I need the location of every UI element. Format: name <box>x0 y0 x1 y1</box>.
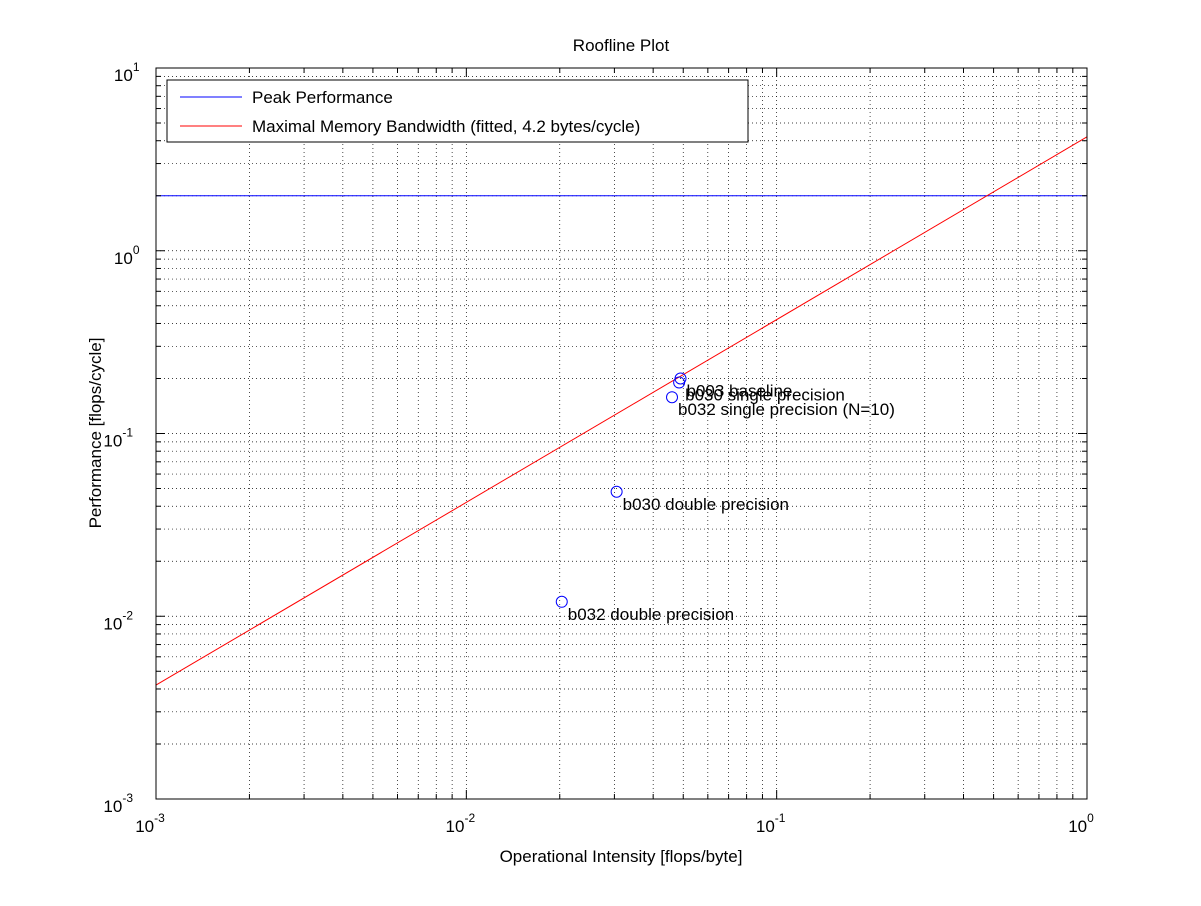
data-point-label: b003 baseline <box>687 381 793 400</box>
legend-label-memory-bandwidth: Maximal Memory Bandwidth (fitted, 4.2 by… <box>252 117 640 136</box>
data-point-label: b032 single precision (N=10) <box>678 400 895 419</box>
y-tick-label: 101 <box>114 60 140 85</box>
y-tick-label: 10-3 <box>103 791 133 816</box>
x-tick-label: 100 <box>1068 811 1094 836</box>
x-tick-label: 10-1 <box>756 811 786 836</box>
x-tick-label: 10-3 <box>135 811 165 836</box>
series-layer <box>155 136 1088 686</box>
plot-area <box>156 68 1087 799</box>
data-point-marker <box>673 376 686 389</box>
data-point-marker <box>555 595 568 608</box>
chart-title: Roofline Plot <box>573 36 670 55</box>
data-point-marker <box>666 391 679 404</box>
x-tick-label: 10-2 <box>446 811 476 836</box>
y-tick-label: 100 <box>114 243 140 268</box>
memory-bandwidth-line <box>155 136 1088 686</box>
y-axis-label: Performance [flops/cycle] <box>86 338 105 529</box>
data-point-label: b030 double precision <box>623 495 789 514</box>
ticks <box>155 67 1088 800</box>
legend-label-peak-performance: Peak Performance <box>252 88 393 107</box>
legend-box <box>166 79 749 143</box>
data-point-label: b032 double precision <box>568 605 734 624</box>
y-tick-label: 10-1 <box>103 426 133 451</box>
y-tick-label: 10-2 <box>103 608 133 633</box>
tick-labels: 10-3 10-2 10-1 100 10-3 10-2 10-1 100 101 <box>103 60 1094 836</box>
x-axis-label: Operational Intensity [flops/byte] <box>500 847 743 866</box>
legend: Peak Performance Maximal Memory Bandwidt… <box>166 79 749 143</box>
data-point-label: b030 single precision <box>685 386 845 405</box>
data-point-marker <box>610 485 623 498</box>
